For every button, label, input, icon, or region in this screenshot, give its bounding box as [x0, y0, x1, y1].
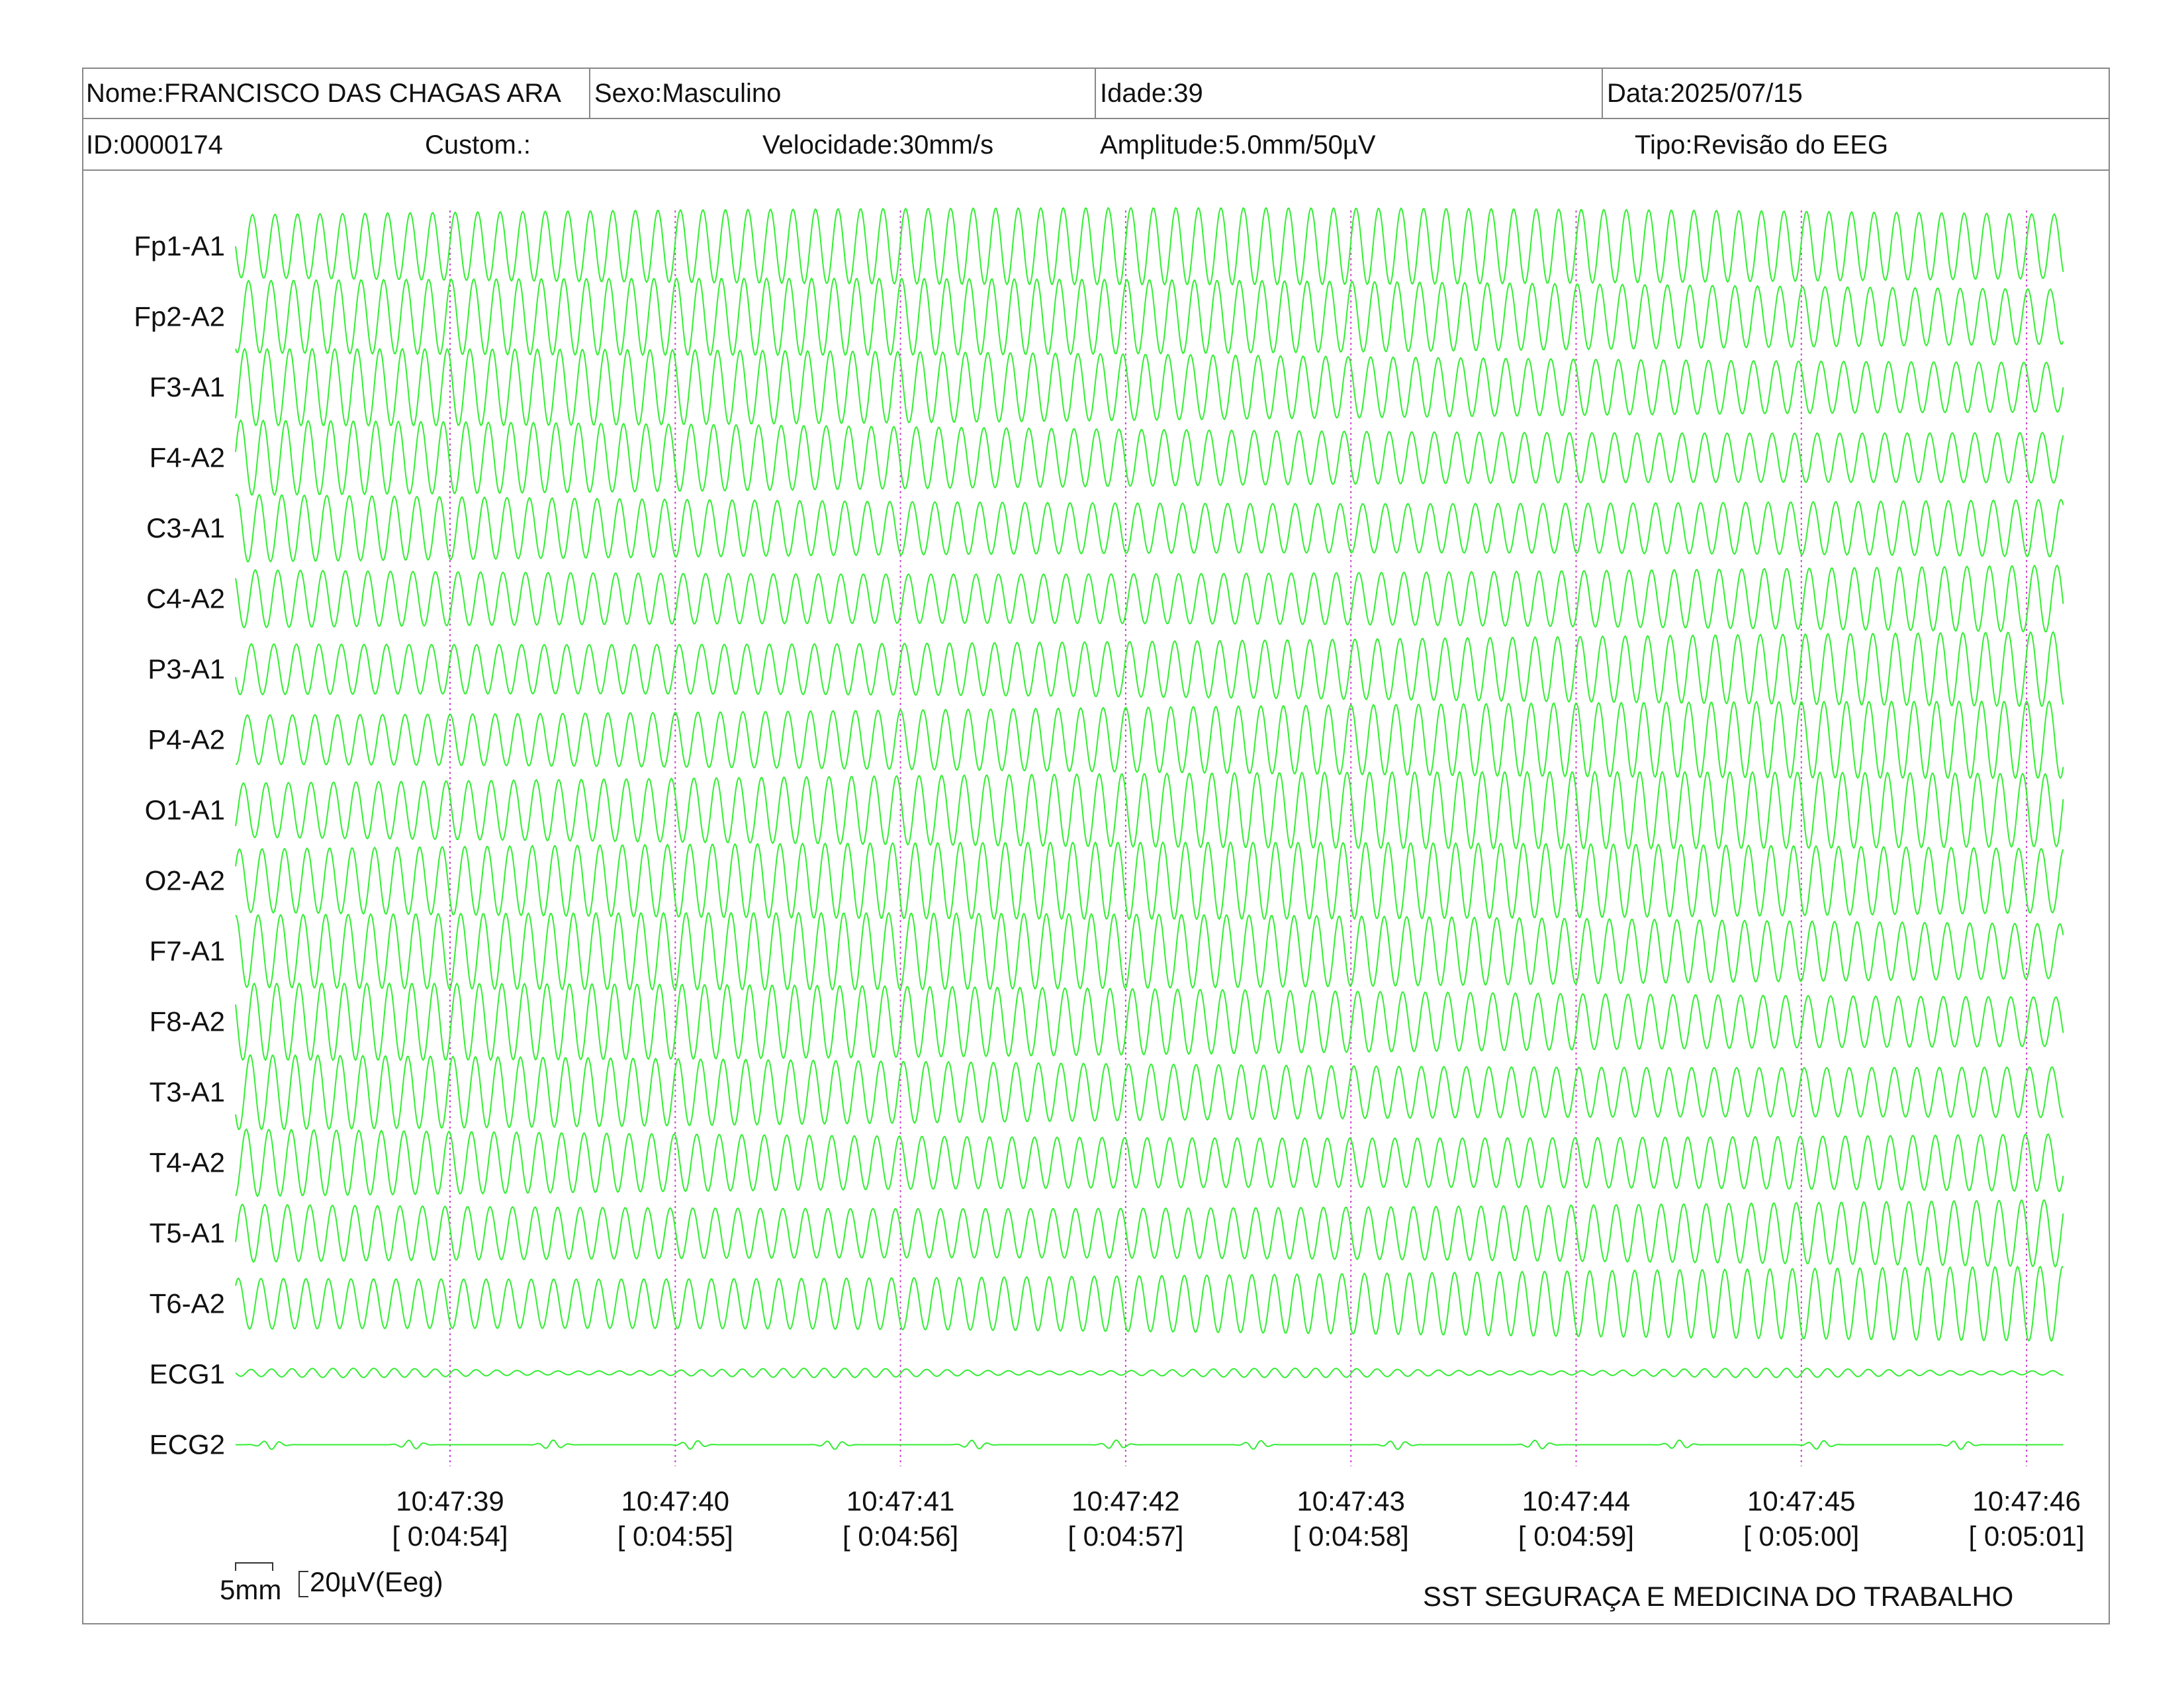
elapsed-tick-label: [ 0:04:55]: [617, 1521, 733, 1552]
channel-trace: [235, 631, 2064, 708]
exam-date: Data:2025/07/15: [1607, 79, 1803, 108]
channel-trace: [235, 564, 2064, 633]
time-tick-label: 10:47:45: [1747, 1485, 1856, 1517]
elapsed-tick-label: [ 0:04:57]: [1068, 1521, 1183, 1552]
patient-sex: Sexo:Masculino: [594, 79, 782, 108]
amplitude-scale-bar-icon: [298, 1571, 308, 1597]
channel-label: F3-A1: [150, 371, 225, 402]
patient-name: Nome:FRANCISCO DAS CHAGAS ARA: [86, 79, 561, 108]
header-divider: [1095, 68, 1096, 119]
channel-label: F7-A1: [150, 935, 225, 966]
amplitude-setting: Amplitude:5.0mm/50µV: [1100, 130, 1376, 160]
header-divider: [1602, 68, 1603, 119]
channel-trace: [235, 419, 2064, 496]
channel-label: C3-A1: [146, 512, 225, 543]
header-row-settings: ID:0000174 Custom.: Velocidade:30mm/s Am…: [82, 119, 2110, 171]
time-tick-label: 10:47:43: [1297, 1485, 1405, 1517]
channel-trace: [235, 982, 2064, 1062]
patient-age: Idade:39: [1100, 79, 1203, 108]
trace-group: [235, 207, 2064, 1450]
channel-label: F8-A2: [150, 1006, 225, 1037]
channel-label: P4-A2: [148, 724, 225, 755]
channel-trace: [236, 1439, 2064, 1450]
time-tick-label: 10:47:44: [1522, 1485, 1631, 1517]
channel-trace: [235, 1367, 2064, 1379]
elapsed-tick-label: [ 0:05:00]: [1743, 1521, 1859, 1552]
channel-label: Fp2-A2: [134, 301, 225, 332]
elapsed-tick-label: [ 0:04:59]: [1518, 1521, 1634, 1552]
time-tick-label: 10:47:39: [396, 1485, 504, 1517]
channel-trace: [235, 348, 2064, 427]
elapsed-tick-label: [ 0:05:01]: [1969, 1521, 2085, 1552]
channel-label: O2-A2: [145, 865, 225, 896]
channel-trace: [235, 277, 2064, 357]
elapsed-tick-label: [ 0:04:58]: [1293, 1521, 1409, 1552]
channel-trace: [235, 207, 2064, 286]
channel-label: ECG1: [150, 1358, 225, 1389]
time-tick-label: 10:47:46: [1972, 1485, 2081, 1517]
time-tick-label: 10:47:41: [846, 1485, 955, 1517]
channel-label: F4-A2: [150, 442, 225, 473]
channel-label: T4-A2: [150, 1147, 225, 1178]
time-tick-label: 10:47:40: [621, 1485, 730, 1517]
channel-trace: [235, 493, 2064, 563]
channel-label: Fp1-A1: [134, 230, 225, 261]
channel-label: T3-A1: [150, 1076, 225, 1107]
channel-label: T6-A2: [150, 1288, 225, 1319]
time-scale-bar-icon: [235, 1562, 273, 1571]
time-tick-label: 10:47:42: [1071, 1485, 1180, 1517]
channel-label: T5-A1: [150, 1217, 225, 1248]
review-type: Tipo:Revisão do EEG: [1635, 130, 1889, 160]
patient-id: ID:0000174: [86, 130, 223, 160]
report-frame: [82, 68, 2110, 1624]
header-row-patient: Nome:FRANCISCO DAS CHAGAS ARA Sexo:Mascu…: [82, 68, 2110, 119]
channel-trace: [235, 1199, 2064, 1268]
header-divider: [589, 68, 590, 119]
elapsed-tick-label: [ 0:04:54]: [392, 1521, 508, 1552]
paper-speed: Velocidade:30mm/s: [762, 130, 994, 160]
channel-trace: [235, 841, 2064, 921]
elapsed-tick-label: [ 0:04:56]: [842, 1521, 958, 1552]
channel-trace: [235, 1265, 2064, 1342]
channel-trace: [235, 1128, 2064, 1197]
channel-trace: [235, 1054, 2064, 1131]
channel-trace: [235, 771, 2064, 850]
channel-label: ECG2: [150, 1429, 225, 1460]
channel-label: P3-A1: [148, 653, 225, 684]
channel-trace: [235, 700, 2064, 780]
channel-label-group: Fp1-A1 Fp2-A2 F3-A1 F4-A2 C3-A1 C4-A2 P3-A1 P4-…: [134, 230, 225, 1460]
channel-trace: [235, 912, 2064, 991]
channel-label: C4-A2: [146, 583, 225, 614]
time-scale-label: 5mm: [220, 1574, 282, 1605]
custom-field: Custom.:: [425, 130, 531, 160]
channel-label: O1-A1: [145, 794, 225, 825]
amplitude-scale-label: 20µV(Eeg): [310, 1566, 443, 1597]
time-label-group: 10:47:39 [ 0:04:54] 10:47:40 [ 0:04:55] 10:4…: [392, 1485, 2084, 1552]
organization-name: SST SEGURAÇA E MEDICINA DO TRABALHO: [1423, 1581, 2014, 1612]
